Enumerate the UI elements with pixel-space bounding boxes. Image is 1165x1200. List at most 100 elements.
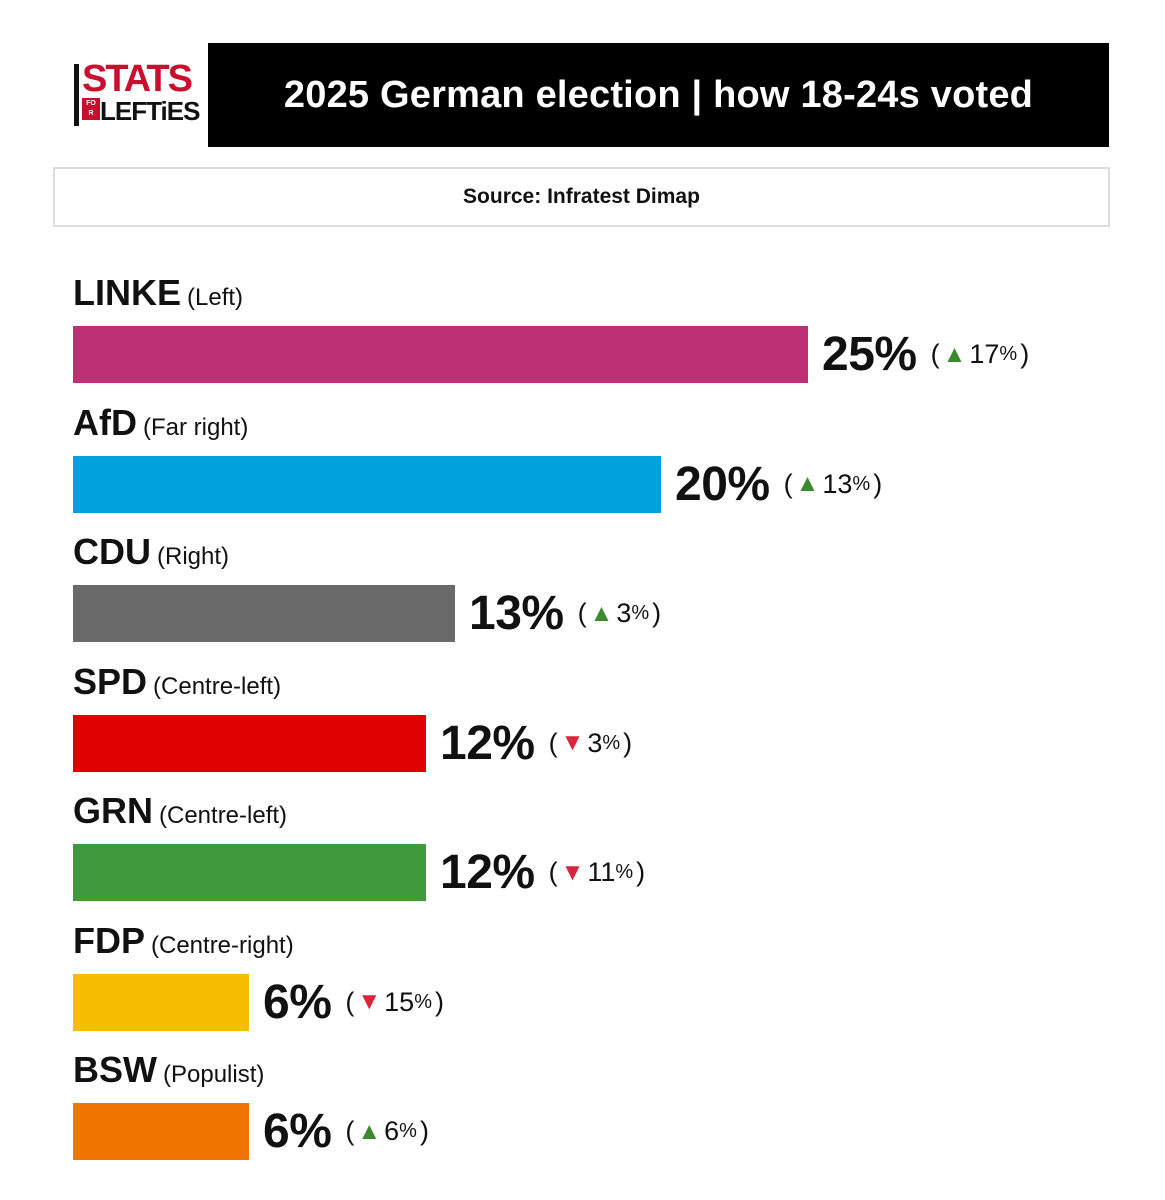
bar-label: BSW (Populist)	[73, 1049, 265, 1090]
bar-fdp	[73, 973, 249, 1031]
change-label: (▼ 11%)	[549, 857, 646, 888]
party-descriptor: (Centre-left)	[159, 802, 288, 829]
logo-stats-text: STATS	[82, 58, 193, 100]
value-group: 12% (▼ 11%)	[440, 844, 645, 901]
triangle-down-icon: ▼	[357, 988, 382, 1015]
value-group: 6%(▲ 6%)	[263, 1103, 429, 1160]
bar-label: AfD (Far right)	[73, 401, 249, 443]
logo-lefties-text: LEFTiES	[100, 96, 200, 126]
data-label-value: 13%	[469, 587, 564, 640]
source-box: Source: Infratest Dimap	[53, 167, 1110, 227]
triangle-up-icon: ▲	[942, 340, 967, 368]
bar-bsw	[73, 1103, 249, 1160]
paren-close: )	[1020, 339, 1030, 369]
change-unit: %	[631, 602, 650, 624]
logo-for-text: FOR	[82, 98, 100, 120]
bar-row-fdp: FDP (Centre-right) 6% (▼ 15%)	[73, 920, 1133, 1040]
paren-open: (	[577, 598, 587, 628]
party-name: AfD	[73, 401, 137, 443]
change-value: 17	[969, 339, 1000, 369]
change-unit: %	[399, 1120, 417, 1142]
bar-row-cdu: CDU (Right) 13% (▲ 3%)	[73, 531, 1133, 651]
party-name: FDP	[73, 919, 145, 961]
logo-bar	[74, 64, 79, 126]
party-descriptor: (Left)	[187, 284, 244, 311]
party-descriptor: (Far right)	[142, 413, 249, 441]
triangle-up-icon: ▲	[589, 599, 614, 627]
paren-close: )	[636, 857, 646, 887]
bar-row-bsw: BSW (Populist) 6%(▲ 6%)	[73, 1049, 1133, 1169]
bar-label: LINKE (Left)	[73, 272, 244, 313]
bar-label: FDP (Centre-right)	[73, 919, 294, 961]
paren-close: )	[434, 986, 444, 1017]
party-name: BSW	[73, 1049, 157, 1090]
data-label-value: 12%	[440, 846, 535, 899]
change-value: 11	[587, 857, 616, 887]
chart-title: 2025 German election | how 18-24s voted	[283, 73, 1034, 116]
change-value: 15	[384, 986, 415, 1017]
data-label-value: 6%	[263, 1105, 332, 1158]
stats-for-lefties-logo: STATS LEFTiES FOR	[74, 60, 200, 130]
change-label: (▲ 13%)	[784, 469, 883, 500]
triangle-up-icon: ▲	[795, 470, 820, 497]
triangle-up-icon: ▲	[357, 1117, 382, 1145]
bar-label: GRN (Centre-left)	[73, 790, 288, 831]
paren-open: (	[345, 1116, 355, 1146]
data-label-value: 25%	[822, 328, 917, 381]
change-value: 13	[822, 468, 853, 499]
bar-label: CDU (Right)	[73, 531, 230, 572]
paren-open: (	[783, 468, 793, 499]
change-value: 6	[384, 1116, 400, 1146]
paren-open: (	[930, 339, 940, 369]
bar-label: SPD (Centre-left)	[73, 660, 282, 702]
value-group: 20% (▲ 13%)	[675, 456, 882, 513]
paren-open: (	[548, 727, 558, 758]
bar-afd	[73, 455, 661, 513]
party-descriptor: (Centre-left)	[153, 672, 282, 700]
value-group: 12% (▼ 3%)	[440, 715, 632, 772]
bar-row-linke: LINKE (Left) 25% (▲ 17%)	[73, 272, 1133, 392]
paren-close: )	[623, 727, 633, 758]
triangle-down-icon: ▼	[560, 729, 585, 756]
value-group: 13% (▲ 3%)	[469, 585, 661, 642]
data-label-value: 20%	[675, 457, 770, 511]
bar-linke	[73, 326, 808, 383]
paren-open: (	[548, 857, 558, 887]
paren-open: (	[345, 986, 355, 1017]
bar-row-afd: AfD (Far right) 20% (▲ 13%)	[73, 402, 1133, 522]
change-unit: %	[414, 990, 432, 1013]
data-label-value: 6%	[263, 975, 332, 1029]
change-label: (▲ 6%)	[345, 1116, 429, 1147]
change-value: 3	[587, 727, 603, 758]
source-text: Source: Infratest Dimap	[463, 185, 700, 208]
change-label: (▲ 3%)	[578, 598, 662, 629]
change-unit: %	[602, 731, 621, 754]
party-descriptor: (Right)	[157, 543, 230, 570]
party-descriptor: (Centre-right)	[151, 931, 294, 959]
change-value: 3	[616, 598, 632, 628]
party-descriptor: (Populist)	[163, 1061, 265, 1088]
bar-grn	[73, 844, 426, 901]
title-banner: 2025 German election | how 18-24s voted	[208, 43, 1109, 147]
party-name: GRN	[73, 790, 153, 831]
change-unit: %	[852, 472, 871, 495]
triangle-down-icon: ▼	[560, 858, 585, 886]
data-label-value: 12%	[440, 716, 535, 770]
value-group: 25% (▲ 17%)	[822, 326, 1029, 383]
change-label: (▼ 15%)	[345, 987, 444, 1018]
value-group: 6% (▼ 15%)	[263, 974, 444, 1031]
party-name: CDU	[73, 531, 151, 572]
paren-close: )	[419, 1116, 429, 1146]
party-name: LINKE	[73, 272, 181, 313]
change-label: (▲ 17%)	[931, 339, 1030, 370]
bar-cdu	[73, 585, 455, 642]
change-unit: %	[999, 343, 1018, 365]
paren-close: )	[652, 598, 662, 628]
bar-row-spd: SPD (Centre-left) 12% (▼ 3%)	[73, 661, 1133, 781]
bar-row-grn: GRN (Centre-left) 12% (▼ 11%)	[73, 790, 1133, 910]
change-label: (▼ 3%)	[549, 728, 633, 759]
party-name: SPD	[73, 660, 148, 702]
paren-close: )	[873, 468, 883, 499]
bar-spd	[73, 714, 426, 772]
change-unit: %	[615, 861, 634, 883]
